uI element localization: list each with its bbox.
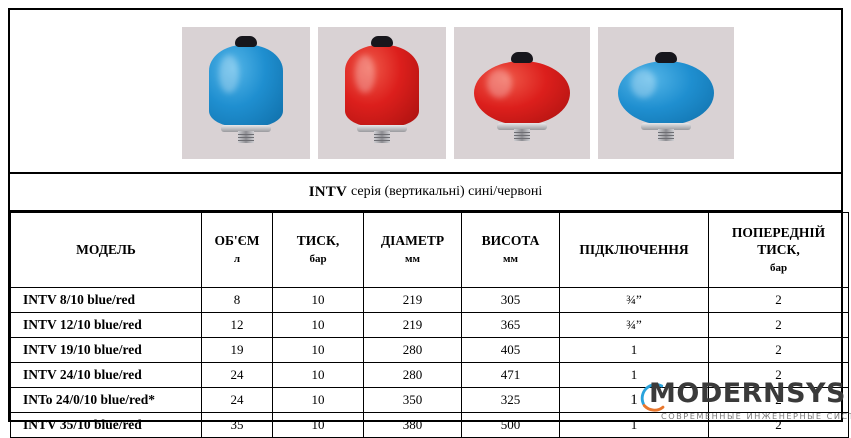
product-image-strip bbox=[182, 27, 734, 159]
cell-diameter: 280 bbox=[363, 337, 462, 363]
table-row: INTV 19/10 blue/red 19 10 280 405 1 2 bbox=[10, 337, 849, 363]
cell-connection: ¾” bbox=[559, 287, 709, 313]
product-image-row bbox=[10, 10, 841, 174]
cell-connection: 1 bbox=[559, 337, 709, 363]
cell-preload: 2 bbox=[708, 337, 849, 363]
header-model: МОДЕЛЬ bbox=[10, 212, 202, 288]
header-connection: ПІДКЛЮЧЕННЯ bbox=[559, 212, 709, 288]
series-title-rest: серія (вертикальні) сині/червоні bbox=[351, 184, 543, 199]
cell-preload: 2 bbox=[708, 387, 849, 413]
cell-height: 405 bbox=[461, 337, 560, 363]
logo-subtitle: СОВРЕМЕННЫЕ ИНЖЕНЕРНЫЕ СИСТЕМЫ bbox=[661, 411, 851, 421]
cell-height: 305 bbox=[461, 287, 560, 313]
product-photo-red-vertical bbox=[318, 27, 446, 159]
cell-diameter: 219 bbox=[363, 312, 462, 338]
cell-height: 471 bbox=[461, 362, 560, 388]
cell-volume: 24 bbox=[201, 387, 273, 413]
product-photo-red-squat bbox=[454, 27, 590, 159]
spec-table-container: INTV серія (вертикальні) сині/червоні МО… bbox=[8, 8, 849, 438]
table-body: INTV 8/10 blue/red 8 10 219 305 ¾” 2 INT… bbox=[10, 287, 849, 438]
cell-pressure: 10 bbox=[272, 362, 364, 388]
cell-height: 500 bbox=[461, 412, 560, 438]
cell-height: 365 bbox=[461, 312, 560, 338]
header-height: ВИСОТА мм bbox=[461, 212, 560, 288]
cell-connection: ¾” bbox=[559, 312, 709, 338]
series-title-main: INTV bbox=[308, 183, 348, 200]
table-header-row: МОДЕЛЬ ОБ'ЄМ л ТИСК, бар ДІАМЕТР мм bbox=[10, 212, 849, 288]
cell-model: INTV 12/10 blue/red bbox=[10, 312, 202, 338]
table-row: INTV 12/10 blue/red 12 10 219 365 ¾” 2 bbox=[10, 312, 849, 338]
circle-arc-icon bbox=[640, 383, 665, 412]
cell-height: 325 bbox=[461, 387, 560, 413]
table-row: INTV 8/10 blue/red 8 10 219 305 ¾” 2 bbox=[10, 287, 849, 313]
cell-volume: 24 bbox=[201, 362, 273, 388]
series-title-row: INTV серія (вертикальні) сині/червоні bbox=[10, 174, 841, 212]
cell-diameter: 219 bbox=[363, 287, 462, 313]
cell-preload: 2 bbox=[708, 287, 849, 313]
cell-volume: 12 bbox=[201, 312, 273, 338]
cell-model: INTV 19/10 blue/red bbox=[10, 337, 202, 363]
specifications-table: МОДЕЛЬ ОБ'ЄМ л ТИСК, бар ДІАМЕТР мм bbox=[10, 212, 849, 438]
cell-pressure: 10 bbox=[272, 412, 364, 438]
cell-volume: 35 bbox=[201, 412, 273, 438]
product-spec-sheet: INTV серія (вертикальні) сині/червоні МО… bbox=[8, 8, 851, 438]
header-volume: ОБ'ЄМ л bbox=[201, 212, 273, 288]
header-pressure: ТИСК, бар bbox=[272, 212, 364, 288]
cell-model: INTo 24/0/10 blue/red* bbox=[10, 387, 202, 413]
header-diameter: ДІАМЕТР мм bbox=[363, 212, 462, 288]
cell-pressure: 10 bbox=[272, 287, 364, 313]
cell-model: INTV 8/10 blue/red bbox=[10, 287, 202, 313]
table-row: INTo 24/0/10 blue/red* 24 10 350 325 1 2 bbox=[10, 387, 849, 413]
cell-volume: 8 bbox=[201, 287, 273, 313]
cell-diameter: 380 bbox=[363, 412, 462, 438]
cell-diameter: 280 bbox=[363, 362, 462, 388]
cell-preload: 2 bbox=[708, 312, 849, 338]
header-preload-pressure: ПОПЕРЕДНІЙ ТИСК, бар bbox=[708, 212, 849, 288]
cell-pressure: 10 bbox=[272, 337, 364, 363]
cell-connection: 1 bbox=[559, 362, 709, 388]
cell-model: INTV 24/10 blue/red bbox=[10, 362, 202, 388]
logo-wordmark: MODERNSYS bbox=[649, 378, 847, 409]
cell-volume: 19 bbox=[201, 337, 273, 363]
cell-model: INTV 35/10 blue/red bbox=[10, 412, 202, 438]
product-photo-blue-squat bbox=[598, 27, 734, 159]
cell-diameter: 350 bbox=[363, 387, 462, 413]
product-photo-blue-vertical bbox=[182, 27, 310, 159]
cell-pressure: 10 bbox=[272, 312, 364, 338]
cell-pressure: 10 bbox=[272, 387, 364, 413]
modernsys-logo: MODERNSYS СОВРЕМЕННЫЕ ИНЖЕНЕРНЫЕ СИСТЕМЫ bbox=[633, 378, 851, 425]
cell-connection: 1 bbox=[559, 387, 709, 413]
